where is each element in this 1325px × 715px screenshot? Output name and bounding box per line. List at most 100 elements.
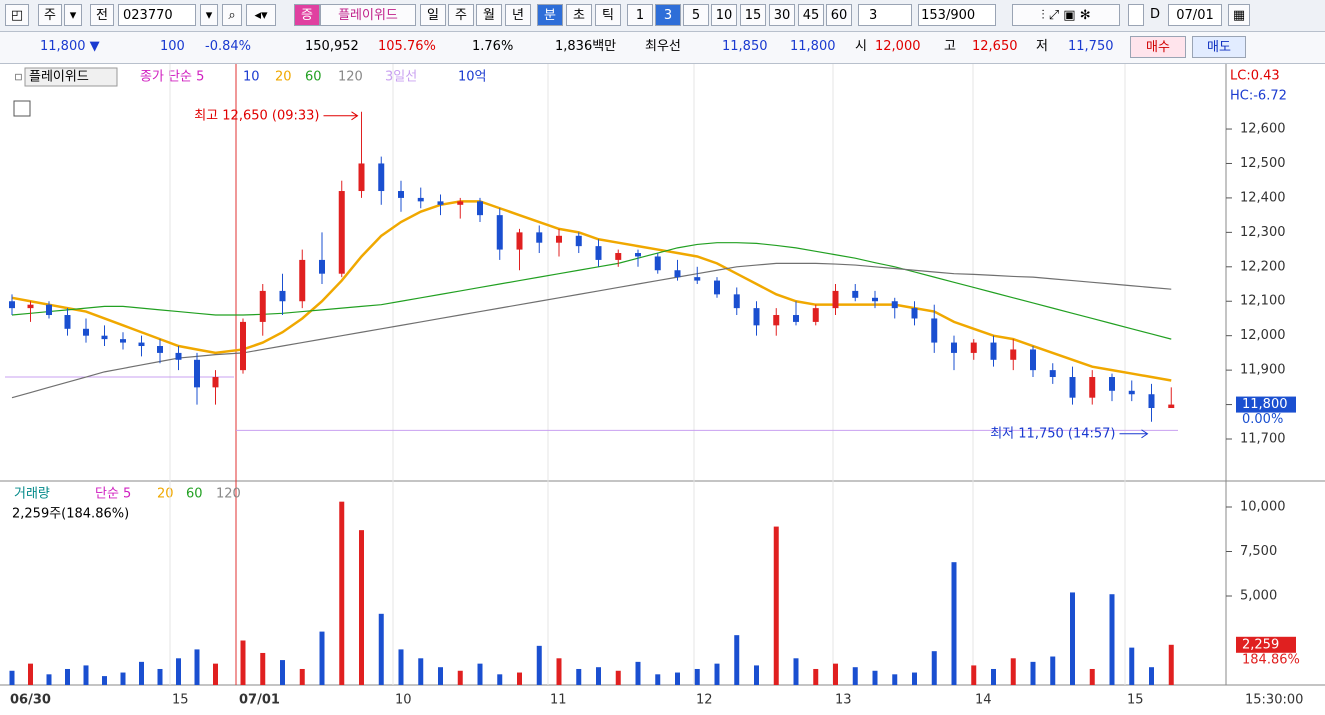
code-input[interactable]: 023770 xyxy=(118,4,196,26)
candle-body xyxy=(931,318,938,343)
toolbar-button[interactable]: 1 xyxy=(627,4,653,26)
buy-button[interactable]: 매수 xyxy=(1130,36,1186,58)
candle-body xyxy=(793,315,799,322)
search[interactable]: ⌕ xyxy=(222,4,242,26)
candle-body xyxy=(46,304,52,316)
legend-ma20: 20 xyxy=(275,70,292,85)
volume-bar xyxy=(991,668,996,685)
open-label: 시 xyxy=(855,39,867,54)
sell-button[interactable]: 매도 xyxy=(1192,36,1246,58)
y-tick-label: 12,100 xyxy=(1240,294,1286,309)
ma-line xyxy=(11,200,1172,382)
legend-amount: 10억 xyxy=(458,70,487,85)
time-label: 12 xyxy=(696,693,713,708)
toolbar-button[interactable]: 일 xyxy=(420,4,446,26)
time-label: 11 xyxy=(550,693,567,708)
vol-legend-ma20: 20 xyxy=(157,487,174,502)
volume-bar xyxy=(556,658,562,685)
volume-bar xyxy=(438,667,443,685)
volume-bar xyxy=(931,651,937,685)
volume-bar xyxy=(213,663,218,685)
table-icon[interactable] xyxy=(13,100,31,117)
menu-icon[interactable]: ◰ xyxy=(5,4,29,26)
date[interactable]: 07/01 xyxy=(1168,4,1222,26)
toolbar-button[interactable]: 60 xyxy=(826,4,852,26)
candle-body xyxy=(1148,394,1155,409)
volume-bar xyxy=(194,649,200,685)
y-tick-label: 11,900 xyxy=(1240,363,1286,378)
checkbox[interactable] xyxy=(1128,4,1144,26)
volume-bar xyxy=(65,668,70,685)
toolbar-button[interactable]: 30 xyxy=(769,4,795,26)
candle-body xyxy=(970,342,977,353)
vol-tick-label: 5,000 xyxy=(1240,589,1277,604)
toolbar-button[interactable]: 15 xyxy=(740,4,766,26)
candle-body xyxy=(615,253,622,260)
candle-body xyxy=(279,290,286,302)
interval-select[interactable]: 3 xyxy=(858,4,912,26)
volume-bar xyxy=(754,665,759,685)
best-bid: 11,800 xyxy=(790,39,836,54)
candle-body xyxy=(852,290,859,298)
volume-bar xyxy=(536,645,542,685)
toolbar-button[interactable]: 45 xyxy=(798,4,824,26)
legend-line3: 3일선 xyxy=(385,70,417,85)
toolbar-button[interactable]: 3 xyxy=(655,4,681,26)
vol-legend-ma: 단순 5 xyxy=(95,487,131,502)
volume-bar xyxy=(596,667,601,685)
candle-body xyxy=(212,377,219,388)
dropdown[interactable]: ▾ xyxy=(200,4,218,26)
chart: ▫ 플레이위드 종가 단순 5 10 20 60 120 3일선 10억 LC:… xyxy=(0,64,1325,715)
toolbar-button[interactable]: 틱 xyxy=(595,4,621,26)
volume-bar xyxy=(398,649,404,685)
candle-body xyxy=(1069,377,1076,398)
legend-ma120: 120 xyxy=(338,70,363,85)
time-label: 06/30 xyxy=(10,693,51,708)
volume-bar xyxy=(157,668,163,685)
candle-body xyxy=(457,201,464,205)
last-price: 11,800 xyxy=(1242,397,1288,412)
y-tick-label: 12,500 xyxy=(1240,156,1286,171)
volume-bar xyxy=(83,665,89,685)
candle-body xyxy=(753,308,760,326)
badge: 증 xyxy=(294,4,320,26)
candle-body xyxy=(990,342,997,360)
volume-bar xyxy=(852,667,858,685)
candle-body xyxy=(1049,370,1056,378)
candle-body xyxy=(595,246,602,260)
change: 100 xyxy=(160,39,185,54)
toolbar-button[interactable]: 월 xyxy=(476,4,502,26)
volume-bar xyxy=(359,530,364,685)
mode-select[interactable]: 전 xyxy=(90,4,114,26)
low-note: 최저 11,750 (14:57) xyxy=(990,426,1115,441)
ma-line xyxy=(11,262,1172,399)
sound[interactable]: ◂▾ xyxy=(246,4,276,26)
toolbar-button[interactable]: 분 xyxy=(537,4,563,26)
y-tick-label: 12,000 xyxy=(1240,328,1286,343)
candle-body xyxy=(733,294,740,309)
candle-body xyxy=(299,259,306,302)
volume-bar xyxy=(1109,594,1115,685)
market-select[interactable]: 주 xyxy=(38,4,62,26)
time-label: 14 xyxy=(975,693,992,708)
candle-body xyxy=(575,235,582,247)
tool-icons[interactable]: ⫶ ⤢ ▣ ✻ xyxy=(1012,4,1120,26)
volume-bar xyxy=(339,501,345,685)
toolbar-button[interactable]: 10 xyxy=(711,4,737,26)
volume-bar xyxy=(813,668,819,685)
candle-body xyxy=(654,256,661,271)
toolbar-button[interactable]: 주 xyxy=(448,4,474,26)
calendar[interactable]: ▦ xyxy=(1228,4,1250,26)
day-flag: D xyxy=(1150,7,1161,22)
vol-tick-label: 10,000 xyxy=(1240,500,1286,515)
toolbar-button[interactable]: 초 xyxy=(566,4,592,26)
dropdown[interactable]: ▾ xyxy=(64,4,82,26)
toolbar-button[interactable]: 5 xyxy=(683,4,709,26)
count[interactable]: 153 xyxy=(918,4,948,26)
candle-body xyxy=(1010,349,1017,360)
volume-bar xyxy=(497,674,503,685)
candle-body xyxy=(240,321,246,371)
toolbar-button[interactable]: 년 xyxy=(505,4,531,26)
candle-body xyxy=(1089,377,1096,398)
y-tick-label: 12,400 xyxy=(1240,190,1286,205)
